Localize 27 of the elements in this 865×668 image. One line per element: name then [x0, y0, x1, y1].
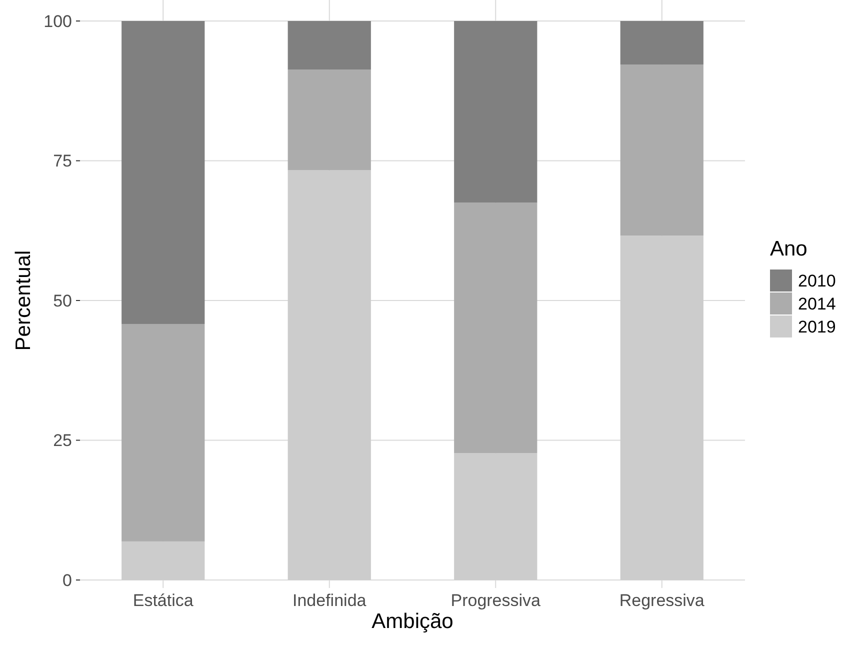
bar: [454, 202, 538, 454]
bar: [620, 64, 704, 236]
bar: [454, 453, 538, 580]
bar: [122, 541, 205, 580]
bar: [122, 21, 205, 324]
bar: [288, 70, 371, 170]
bar: [620, 21, 704, 65]
legend-label: 2019: [798, 317, 836, 336]
bar: [454, 21, 538, 203]
bar: [288, 170, 371, 580]
x-tick-label: Estática: [132, 591, 194, 610]
x-axis-title: Ambição: [372, 610, 454, 633]
bar: [620, 236, 704, 580]
bar: [122, 324, 205, 542]
legend-label: 2014: [798, 294, 836, 314]
y-tick-label: 50: [53, 291, 72, 310]
bar: [288, 21, 371, 70]
legend-title: Ano: [770, 238, 808, 260]
x-tick-label: Indefinida: [292, 591, 367, 610]
y-tick-label: 100: [44, 12, 72, 31]
x-tick-label: Progressiva: [450, 591, 542, 610]
y-tick-label: 75: [53, 152, 72, 171]
x-tick-label: Regressiva: [619, 591, 705, 610]
y-tick-label: 0: [62, 570, 72, 590]
legend-label: 2010: [798, 271, 836, 290]
y-tick-label: 25: [53, 431, 72, 450]
y-axis-title: Percentual: [12, 250, 35, 351]
